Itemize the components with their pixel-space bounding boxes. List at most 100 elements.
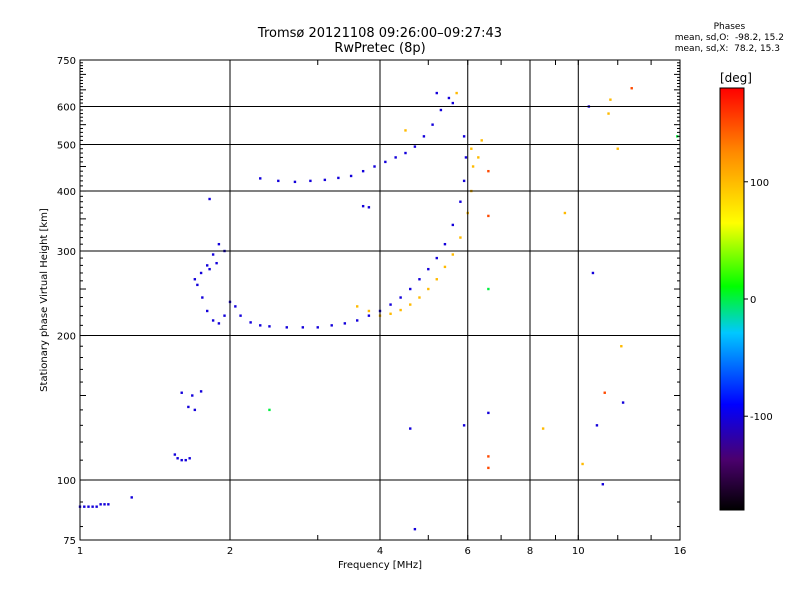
data-point: [91, 505, 94, 508]
data-point: [330, 324, 333, 327]
data-point: [323, 178, 327, 182]
data-point: [249, 321, 252, 324]
data-point: [309, 179, 312, 183]
data-point: [413, 527, 417, 531]
data-point: [607, 112, 610, 115]
data-point: [435, 256, 438, 260]
data-point: [451, 223, 455, 227]
y-tick-label: 200: [57, 332, 76, 343]
data-point: [268, 408, 271, 412]
data-point: [435, 278, 438, 281]
data-point: [399, 296, 402, 299]
data-point: [409, 303, 412, 306]
data-point: [487, 287, 490, 291]
data-point: [268, 325, 271, 328]
data-point: [462, 424, 466, 427]
data-point: [487, 169, 490, 173]
data-point: [87, 505, 90, 508]
data-point: [435, 91, 438, 95]
data-point: [173, 453, 177, 456]
y-tick-label: 600: [57, 103, 76, 114]
data-point: [451, 101, 455, 105]
y-tick-label: 500: [57, 141, 76, 152]
data-point: [630, 87, 633, 90]
data-point: [616, 147, 619, 150]
y-tick-label: 75: [63, 536, 76, 547]
data-point: [337, 176, 340, 180]
data-point: [404, 151, 407, 155]
data-point: [259, 177, 262, 180]
data-point: [343, 322, 347, 325]
data-point: [609, 98, 612, 101]
colorbar-tick-label: -100: [750, 412, 773, 423]
data-point: [201, 296, 204, 299]
data-point: [217, 322, 221, 325]
data-point: [384, 160, 387, 164]
y-tick-label: 400: [57, 187, 76, 198]
data-point: [349, 174, 353, 178]
data-point: [277, 179, 280, 183]
x-tick-label: 10: [572, 546, 585, 557]
data-point: [199, 390, 203, 393]
phase-legend: Phases mean, sd,O: -98.2, 15.2 mean, sd,X:…: [675, 22, 784, 55]
data-point: [373, 165, 376, 168]
data-point: [427, 267, 430, 271]
data-point: [601, 483, 605, 486]
data-point: [389, 312, 392, 315]
data-point: [422, 135, 426, 138]
colorbar-tick-label: 100: [750, 178, 769, 189]
data-point: [211, 253, 215, 256]
data-point: [184, 458, 187, 462]
data-point: [211, 319, 215, 322]
phase-x-stats: mean, sd,X: 78.2, 15.3: [674, 44, 780, 54]
data-point: [180, 458, 183, 462]
data-point: [193, 278, 197, 281]
data-point: [427, 287, 430, 291]
data-point: [563, 211, 567, 215]
data-point: [595, 424, 599, 427]
data-point: [103, 503, 106, 506]
y-tick-label: 300: [57, 247, 76, 258]
x-axis-label: Frequency [MHz]: [338, 560, 422, 571]
colorbar-label: [deg]: [720, 71, 752, 85]
x-tick-label: 8: [527, 546, 533, 557]
phase-legend-title: Phases: [713, 22, 746, 32]
data-point: [581, 462, 584, 466]
data-point: [234, 305, 237, 308]
data-point: [443, 265, 447, 269]
data-point: [107, 503, 110, 506]
data-point: [361, 204, 365, 208]
colorbar-tick-label: 0: [750, 295, 756, 306]
data-point: [217, 242, 221, 246]
data-point: [205, 309, 209, 313]
data-point: [439, 108, 443, 112]
data-point: [409, 427, 412, 430]
data-point: [451, 253, 455, 256]
data-point: [620, 345, 623, 348]
data-point: [413, 145, 417, 148]
data-point: [215, 261, 218, 265]
data-point: [355, 305, 359, 308]
data-point: [199, 271, 203, 275]
data-point: [208, 267, 211, 271]
data-point: [418, 296, 421, 299]
data-point: [196, 283, 199, 287]
data-point: [285, 326, 288, 329]
data-point: [480, 139, 483, 142]
y-tick-label: 750: [57, 56, 76, 67]
data-point: [455, 91, 458, 95]
data-point: [394, 156, 397, 159]
data-point: [443, 242, 447, 246]
colorbar: [719, 87, 745, 511]
data-point: [361, 169, 365, 173]
data-point: [187, 405, 190, 409]
phase-o-stats: mean, sd,O: -98.2, 15.2: [674, 33, 784, 43]
data-point: [399, 308, 402, 312]
data-point: [355, 319, 359, 322]
data-point: [621, 401, 625, 404]
data-point: [462, 135, 466, 138]
data-point: [459, 200, 462, 203]
data-point: [223, 314, 226, 317]
data-point: [470, 147, 473, 150]
y-axis-label: Stationary phase Virtual Height [km]: [39, 208, 50, 392]
